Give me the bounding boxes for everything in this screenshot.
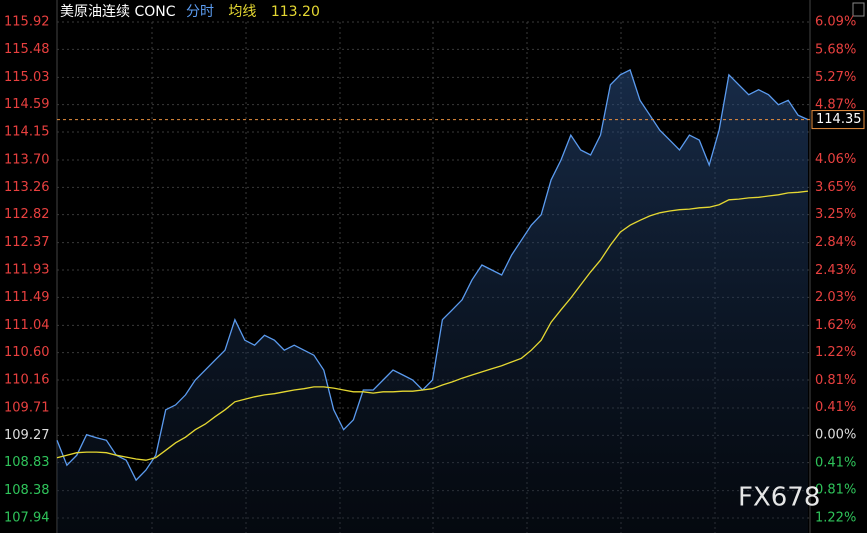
average-line: [56, 190, 809, 461]
y-tick-label: 112.82: [4, 207, 50, 222]
y2-tick-label: 0.41%: [815, 400, 856, 415]
y2-tick-label: 6.09%: [815, 15, 856, 30]
y2-tick-label: 0.81%: [815, 373, 856, 388]
y2-tick-label: 2.84%: [815, 235, 856, 250]
y2-tick-label: 0.00%: [815, 428, 856, 443]
header: 美原油连续 CONC 分时 均线 113.20: [60, 3, 320, 20]
y2-tick-label: 5.27%: [815, 70, 856, 85]
corner-icon[interactable]: [852, 2, 865, 17]
y-tick-label: 114.59: [4, 97, 50, 112]
legend-average: 均线: [228, 4, 256, 20]
y2-tick-label: 1.22%: [815, 345, 856, 360]
y2-tick-label: 2.43%: [815, 263, 856, 278]
chart-title: 美原油连续 CONC: [60, 3, 176, 20]
y-tick-label: 111.93: [4, 263, 50, 278]
y-tick-label: 108.38: [4, 483, 50, 498]
y2-tick-label: 0.41%: [815, 456, 856, 471]
y2-tick-label: 0.81%: [815, 483, 856, 498]
watermark: FX678: [738, 483, 820, 513]
last-price-label: 114.35: [816, 112, 862, 127]
y2-tick-label: 2.03%: [815, 290, 856, 305]
y-tick-label: 113.70: [4, 152, 50, 167]
legend-price: 分时: [186, 4, 214, 20]
y-tick-label: 114.15: [4, 125, 50, 140]
y-tick-label: 110.16: [4, 373, 50, 388]
price-line: [56, 68, 809, 482]
y2-tick-label: 1.22%: [815, 511, 856, 526]
y2-tick-label: 3.65%: [815, 180, 856, 195]
y2-tick-label: 4.87%: [815, 97, 856, 112]
y-tick-label: 111.04: [4, 318, 50, 333]
plot: 115.92 115.48 115.03 114.59 114.15 113.70 113.…: [4, 15, 865, 533]
y-tick-label: 109.27: [4, 428, 50, 443]
y2-tick-label: 1.62%: [815, 318, 856, 333]
y-tick-label: 111.49: [4, 290, 50, 305]
y-tick-label: 110.60: [4, 345, 50, 360]
header-text: 美原油连续 CONC 分时 均线 113.20: [60, 3, 320, 20]
y-tick-label: 113.26: [4, 180, 50, 195]
y-tick-label: 115.03: [4, 70, 50, 85]
y-tick-label: 115.48: [4, 42, 50, 57]
y2-tick-label: 5.68%: [815, 42, 856, 57]
y-tick-label: 108.83: [4, 455, 50, 470]
y2-tick-label: 4.06%: [815, 152, 856, 167]
average-last: 113.20: [271, 4, 320, 20]
y-tick-label: 107.94: [4, 511, 50, 526]
y-tick-label: 109.71: [4, 400, 50, 415]
price-area: [57, 69, 808, 533]
y2-tick-label: 3.25%: [815, 207, 856, 222]
y-tick-label: 115.92: [4, 15, 50, 30]
last-price-box: [811, 110, 865, 130]
y-tick-label: 112.37: [4, 235, 50, 250]
